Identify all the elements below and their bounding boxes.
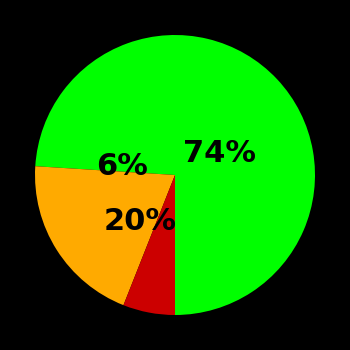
Text: 74%: 74% [183,140,256,168]
Wedge shape [124,175,175,315]
Wedge shape [35,166,175,305]
Wedge shape [35,35,315,315]
Text: 6%: 6% [96,152,148,181]
Text: 20%: 20% [104,207,176,236]
